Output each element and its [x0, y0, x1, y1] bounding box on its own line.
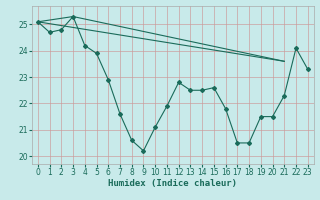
X-axis label: Humidex (Indice chaleur): Humidex (Indice chaleur) — [108, 179, 237, 188]
